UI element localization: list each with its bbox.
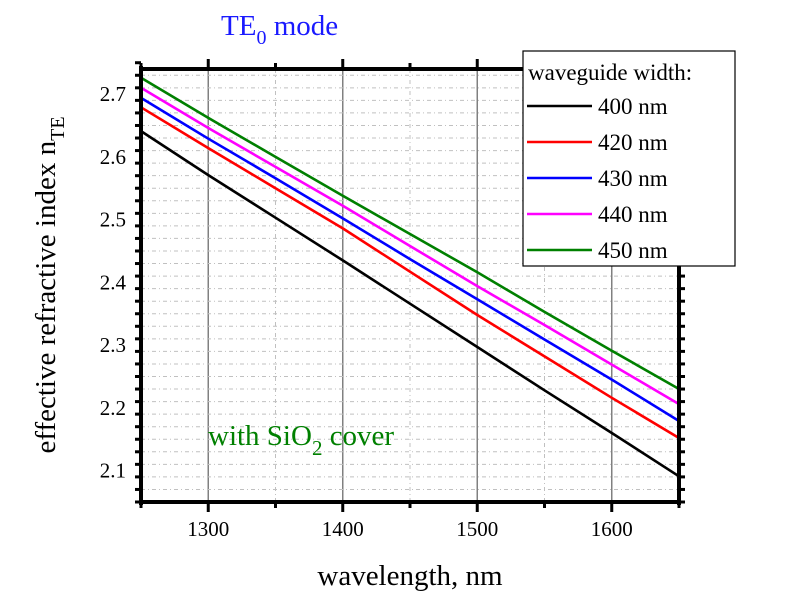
y-tick-label: 2.6 [100,145,126,169]
x-tick-label: 1400 [322,517,364,541]
y-tick-label: 2.7 [100,82,126,106]
y-tick-label: 2.5 [100,208,126,232]
legend-label: 440 nm [598,202,668,227]
x-tick-label: 1500 [456,517,498,541]
legend-label: 430 nm [598,166,668,191]
legend-label: 420 nm [598,130,668,155]
legend-label: 400 nm [598,94,668,119]
chart-title: TE0 mode [221,10,338,49]
x-tick-label: 1300 [187,517,229,541]
series-line-450-nm [140,76,680,391]
grid [141,69,679,502]
legend-label: 450 nm [598,238,668,263]
series-lines [140,76,680,478]
cover-annotation: with SiO2 cover [208,420,394,460]
series-line-440-nm [140,86,680,406]
series-line-430-nm [140,96,680,423]
series-line-400-nm [140,130,680,478]
tick-labels: 2.1 2.2 2.3 2.4 2.5 2.6 2.7 1300 1400 1500 1600 [100,82,633,541]
y-tick-label: 2.2 [100,396,126,420]
y-axis-title: effective refractive index nTE [30,116,69,453]
series-line-420-nm [140,106,680,440]
x-axis-title: wavelength, nm [317,560,503,592]
legend-box [522,50,736,267]
legend-title: waveguide width: [528,60,692,85]
x-tick-label: 1600 [591,517,633,541]
legend: waveguide width: 400 nm 420 nm 430 nm 440 n… [522,50,736,267]
y-tick-label: 2.4 [100,270,127,294]
y-tick-label: 2.3 [100,333,126,357]
y-tick-label: 2.1 [100,459,126,483]
